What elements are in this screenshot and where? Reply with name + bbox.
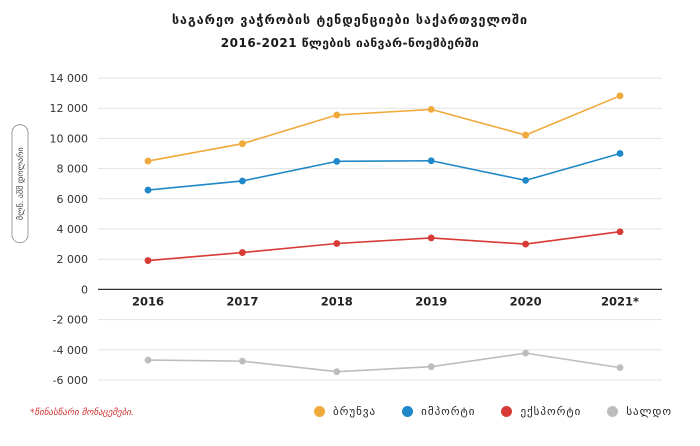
x-tick-label: 2020 xyxy=(510,294,542,308)
data-point-balance xyxy=(333,368,341,376)
data-point-export xyxy=(522,240,529,248)
data-point-export xyxy=(427,234,435,242)
footnote: *წინასწარი მონაცემები. xyxy=(30,408,134,418)
data-point-balance xyxy=(144,356,152,364)
legend: ბრუნვა იმპორტი ექსპორტი სალდო xyxy=(313,405,672,418)
data-point-import xyxy=(616,150,624,157)
x-tick-label: 2018 xyxy=(321,294,353,308)
y-tick-label: 14 000 xyxy=(50,72,89,85)
y-tick-label: 0 xyxy=(81,283,88,296)
chart-subtitle: 2016-2021 წლების იანვარ-ნოემბერში xyxy=(220,36,480,50)
legend-label-balance: სალდო xyxy=(626,405,672,418)
data-point-turnover xyxy=(616,92,624,100)
x-tick-label: 2016 xyxy=(132,294,164,308)
x-tick-label: 2017 xyxy=(226,294,258,308)
data-point-turnover xyxy=(522,131,529,139)
data-point-turnover xyxy=(333,111,341,119)
data-point-balance xyxy=(616,364,624,372)
legend-label-turnover: ბრუნვა xyxy=(332,405,377,418)
legend-item-turnover: ბრუნვა xyxy=(313,405,377,418)
y-tick-label: 8 000 xyxy=(57,163,89,176)
legend-marker-balance xyxy=(607,406,619,417)
data-point-balance xyxy=(239,357,246,365)
series-line-import xyxy=(147,152,621,191)
y-tick-label: -4 000 xyxy=(53,344,88,357)
legend-item-balance: სალდო xyxy=(607,405,672,418)
data-point-import xyxy=(333,157,341,165)
legend-marker-export xyxy=(501,406,513,417)
data-point-turnover xyxy=(144,157,152,165)
series-line-export xyxy=(147,230,621,262)
y-axis-label: მლნ. აშშ დოლარი xyxy=(15,147,25,220)
x-tick-label: 2019 xyxy=(415,294,447,308)
legend-marker-import xyxy=(402,406,414,417)
y-axis-label-frame xyxy=(11,124,29,244)
data-point-export xyxy=(333,240,341,247)
y-tick-label: 12 000 xyxy=(50,102,89,115)
series-line-balance xyxy=(147,352,621,373)
legend-marker-turnover xyxy=(313,406,325,417)
data-point-turnover xyxy=(239,140,246,148)
chart-title: საგარეო ვაჭრობის ტენდენციები საქართველოშ… xyxy=(171,12,529,27)
y-tick-label: 10 000 xyxy=(50,132,89,145)
data-point-import xyxy=(144,186,152,194)
y-tick-label: -2 000 xyxy=(53,314,88,327)
x-tick-label: 2021* xyxy=(601,294,639,308)
data-point-export xyxy=(144,257,152,264)
data-point-import xyxy=(239,177,246,185)
legend-label-import: იმპორტი xyxy=(421,405,476,418)
series-line-turnover xyxy=(147,95,621,162)
data-point-balance xyxy=(427,363,435,371)
data-point-turnover xyxy=(427,106,435,113)
legend-item-export: ექსპორტი xyxy=(501,405,581,418)
data-point-export xyxy=(616,228,624,236)
data-point-balance xyxy=(522,349,529,357)
y-tick-label: 2 000 xyxy=(57,253,89,266)
data-point-import xyxy=(522,176,529,184)
y-tick-label: 4 000 xyxy=(57,223,89,236)
legend-label-export: ექსპორტი xyxy=(520,405,582,418)
data-point-import xyxy=(427,157,435,165)
y-tick-label: -6 000 xyxy=(53,374,88,387)
legend-item-import: იმპორტი xyxy=(402,405,475,418)
data-point-export xyxy=(239,249,246,256)
y-tick-label: 6 000 xyxy=(57,193,89,206)
